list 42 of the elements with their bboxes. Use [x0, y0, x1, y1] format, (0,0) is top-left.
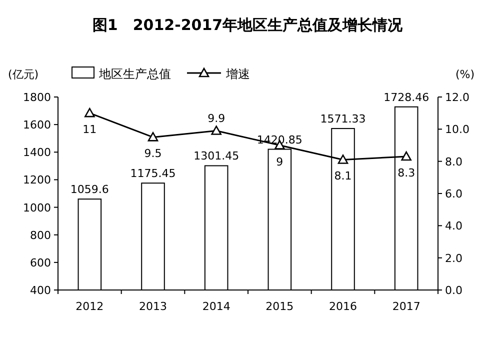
legend-label: 增速: [225, 67, 250, 81]
data-label: 9.9: [208, 112, 226, 125]
y-tick-label: 600: [30, 256, 51, 270]
y-tick-label: 1800: [23, 91, 51, 104]
y2-tick-label: 8.0: [445, 155, 462, 168]
data-label: 11: [82, 123, 97, 136]
y2-tick-label: 6.0: [445, 188, 462, 200]
x-tick-label: 2016: [329, 300, 357, 313]
data-label: 8.1: [334, 170, 352, 183]
x-tick-label: 2015: [266, 300, 294, 313]
y2-axis-title: (%): [455, 68, 475, 81]
data-label: 1301.45: [194, 150, 240, 163]
y-tick-label: 1400: [23, 146, 51, 160]
data-label: 1059.6: [70, 183, 109, 196]
y-tick-label: 1200: [23, 174, 51, 187]
point: [84, 108, 95, 118]
x-tick-label: 2013: [139, 300, 167, 313]
legend-label: 地区生产总值: [98, 67, 171, 81]
data-label: 1571.33: [320, 112, 366, 126]
point: [148, 132, 158, 142]
x-tick-label: 2012: [76, 300, 104, 313]
data-label: 8.3: [398, 166, 416, 180]
x-tick-label: 2017: [392, 300, 420, 313]
point: [338, 154, 348, 164]
y-axis-title: (亿元): [8, 68, 39, 81]
y-tick-label: 1000: [23, 201, 51, 214]
point: [401, 151, 412, 161]
y2-tick-label: 2.0: [445, 252, 462, 265]
y2-tick-label: 10.0: [445, 123, 470, 136]
data-label: 9: [276, 155, 284, 168]
y2-tick-label: 0.0: [445, 284, 462, 297]
y-tick-label: 1600: [23, 118, 51, 132]
data-label: 9.5: [144, 147, 162, 160]
y2-tick-label: 4.0: [445, 220, 462, 233]
y2-tick-label: 12.0: [445, 91, 470, 104]
y-tick-label: 400: [30, 284, 51, 297]
data-label: 1728.46: [384, 90, 430, 104]
x-tick-label: 2014: [202, 300, 230, 313]
chart-title: 图1 2012-2017年地区生产总值及增长情况: [92, 16, 404, 34]
data-label: 1175.45: [130, 167, 176, 180]
point: [211, 126, 222, 135]
y-tick-label: 800: [30, 228, 51, 242]
